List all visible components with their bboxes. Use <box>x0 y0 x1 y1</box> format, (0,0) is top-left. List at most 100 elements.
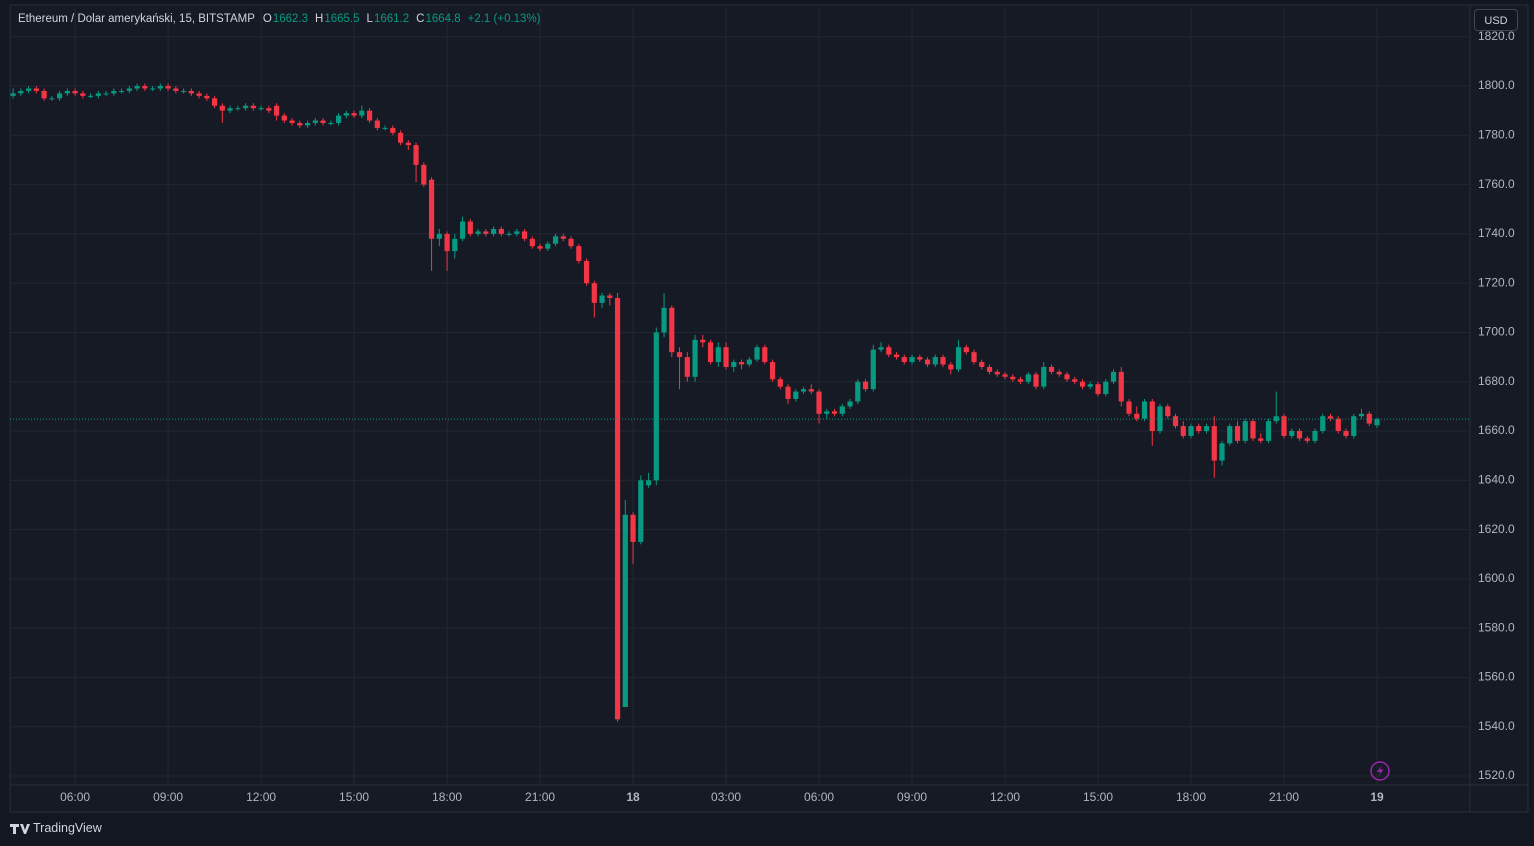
candle-body <box>1157 406 1163 432</box>
candle-body <box>1211 426 1217 461</box>
candle-body <box>847 401 853 407</box>
candle-body <box>955 347 962 370</box>
candle-body <box>576 246 582 261</box>
x-tick-label: 09:00 <box>153 790 183 804</box>
candle-body <box>1041 366 1047 387</box>
candle-body <box>1095 384 1101 395</box>
candle-body <box>397 132 404 143</box>
candle-body <box>1320 416 1326 432</box>
ohlc-value: 1661.2 <box>373 13 410 25</box>
candle-body <box>87 95 94 97</box>
candle-body <box>328 122 334 124</box>
candle-body <box>1281 416 1287 436</box>
candle-body <box>638 480 644 542</box>
x-tick-label: 21:00 <box>1269 790 1299 804</box>
candle-body <box>506 233 512 235</box>
ohlc-label: C <box>416 13 425 25</box>
ohlc-value: 1665.5 <box>324 13 360 25</box>
legend-header: Ethereum / Dolar amerykański, 15, BITSTA… <box>18 13 548 25</box>
y-tick-label: 1640.0 <box>1478 472 1515 486</box>
alert-icon-bolt <box>1377 765 1384 777</box>
candle-body <box>49 98 55 100</box>
candle-body <box>1010 376 1016 380</box>
candle-body <box>622 514 628 708</box>
x-tick-label: 09:00 <box>897 790 927 804</box>
candle-body <box>413 145 419 165</box>
candle-body <box>1289 431 1295 436</box>
candle-body <box>1056 371 1062 375</box>
candle-body <box>963 347 969 353</box>
chart-panel <box>9 4 1529 813</box>
x-tick-label: 18:00 <box>432 790 462 804</box>
candle-body <box>165 86 171 89</box>
candle-body <box>1134 413 1140 419</box>
candle-body <box>1025 374 1031 382</box>
candle-body <box>289 120 295 123</box>
x-tick-label: 12:00 <box>990 790 1020 804</box>
candle-body <box>204 95 210 99</box>
candle-body <box>1149 401 1155 432</box>
candle-body <box>769 362 776 380</box>
candle-body <box>142 86 148 89</box>
candle-body <box>816 391 822 414</box>
y-tick-label: 1620.0 <box>1478 522 1515 536</box>
candle-body <box>421 164 427 185</box>
y-tick-label: 1700.0 <box>1478 325 1515 339</box>
candle-body <box>436 233 442 239</box>
candle-body <box>227 108 233 111</box>
x-tick-label: 21:00 <box>525 790 555 804</box>
candle-body <box>793 391 799 399</box>
candle-body <box>297 122 303 126</box>
candle-body <box>684 357 690 377</box>
currency-button[interactable]: USD <box>1474 9 1518 31</box>
y-tick-label: 1520.0 <box>1478 768 1515 782</box>
candle-body <box>1358 413 1365 417</box>
candle-body <box>1265 421 1272 441</box>
candle-body <box>196 93 202 96</box>
candle-body <box>1335 418 1341 432</box>
candle-body <box>831 411 838 414</box>
candle-body <box>1196 426 1202 432</box>
candle-body <box>614 297 621 720</box>
candle-body <box>661 307 667 333</box>
candle-body <box>95 93 101 96</box>
candle-body <box>1141 401 1148 419</box>
candle-body <box>320 120 326 123</box>
candle-body <box>707 342 714 363</box>
candle-body <box>1234 426 1241 441</box>
candle-body <box>839 406 845 414</box>
alert-icon[interactable] <box>1370 761 1390 781</box>
candle-body <box>746 359 752 365</box>
candle-body <box>359 110 365 116</box>
candle-body <box>312 120 318 123</box>
candle-body <box>591 283 597 303</box>
candle-body <box>180 90 187 92</box>
x-tick-label: 19 <box>1370 790 1384 804</box>
candle-body <box>862 381 869 390</box>
y-tick-label: 1820.0 <box>1478 29 1515 43</box>
candle-body <box>428 179 435 239</box>
candle-body <box>134 86 140 89</box>
ohlc-value: 1662.3 <box>272 13 309 25</box>
candle-body <box>173 88 179 91</box>
x-tick-label: 18 <box>626 790 640 804</box>
candle-body <box>537 246 543 249</box>
candle-body <box>1258 438 1264 441</box>
candle-body <box>738 362 745 365</box>
candle-body <box>521 231 528 239</box>
candles <box>10 83 1470 722</box>
candle-body <box>669 307 675 353</box>
candle-body <box>824 411 830 414</box>
candle-body <box>405 142 411 146</box>
candle-body <box>266 108 272 111</box>
candle-body <box>599 295 605 303</box>
candle-body <box>529 238 535 247</box>
candle-body <box>390 127 396 133</box>
candle-body <box>475 231 481 234</box>
candle-body <box>645 480 652 486</box>
candle-body <box>1165 406 1171 417</box>
candle-body <box>64 90 70 94</box>
grid <box>10 8 1470 785</box>
candle-body <box>467 221 473 234</box>
candle-body <box>149 88 156 90</box>
